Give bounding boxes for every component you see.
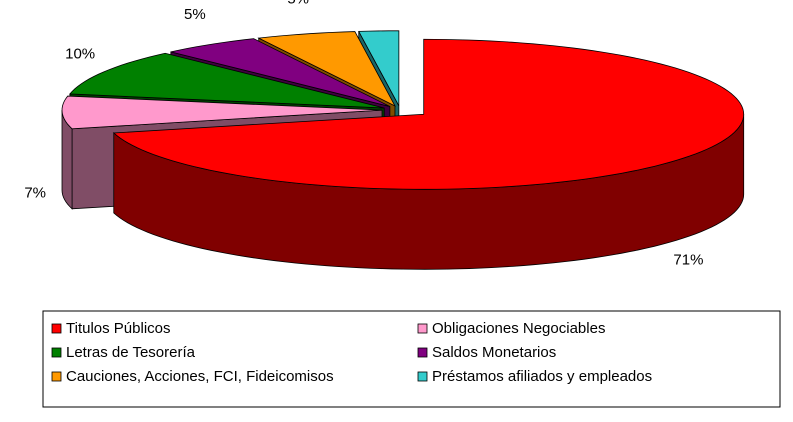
- legend-label: Cauciones, Acciones, FCI, Fideicomisos: [66, 368, 334, 385]
- slice: [112, 38, 745, 270]
- slice-top: [170, 38, 391, 107]
- legend-label: Saldos Monetarios: [432, 344, 556, 361]
- legend-swatch: [417, 347, 428, 358]
- legend-swatch: [417, 371, 428, 382]
- data-label: 10%: [65, 46, 95, 63]
- legend-label: Titulos Públicos: [66, 320, 171, 337]
- slice-top: [358, 30, 400, 106]
- legend-label: Letras de Tesorería: [66, 344, 196, 361]
- data-label: 71%: [673, 251, 703, 268]
- legend-swatch: [51, 347, 62, 358]
- legend-swatch: [417, 323, 428, 334]
- legend-label: Obligaciones Negociables: [432, 320, 605, 337]
- slice-top: [69, 52, 385, 109]
- legend-swatch: [51, 323, 62, 334]
- slice-top: [257, 31, 396, 107]
- data-label: 2%: [366, 0, 388, 3]
- slice-top: [61, 95, 383, 130]
- legend-label: Préstamos afiliados y empleados: [432, 368, 652, 385]
- legend-box: [42, 310, 781, 408]
- slice-top: [112, 38, 745, 190]
- legend-swatch: [51, 371, 62, 382]
- data-label: 5%: [287, 0, 309, 8]
- data-label: 7%: [24, 185, 46, 202]
- data-label: 5%: [184, 6, 206, 23]
